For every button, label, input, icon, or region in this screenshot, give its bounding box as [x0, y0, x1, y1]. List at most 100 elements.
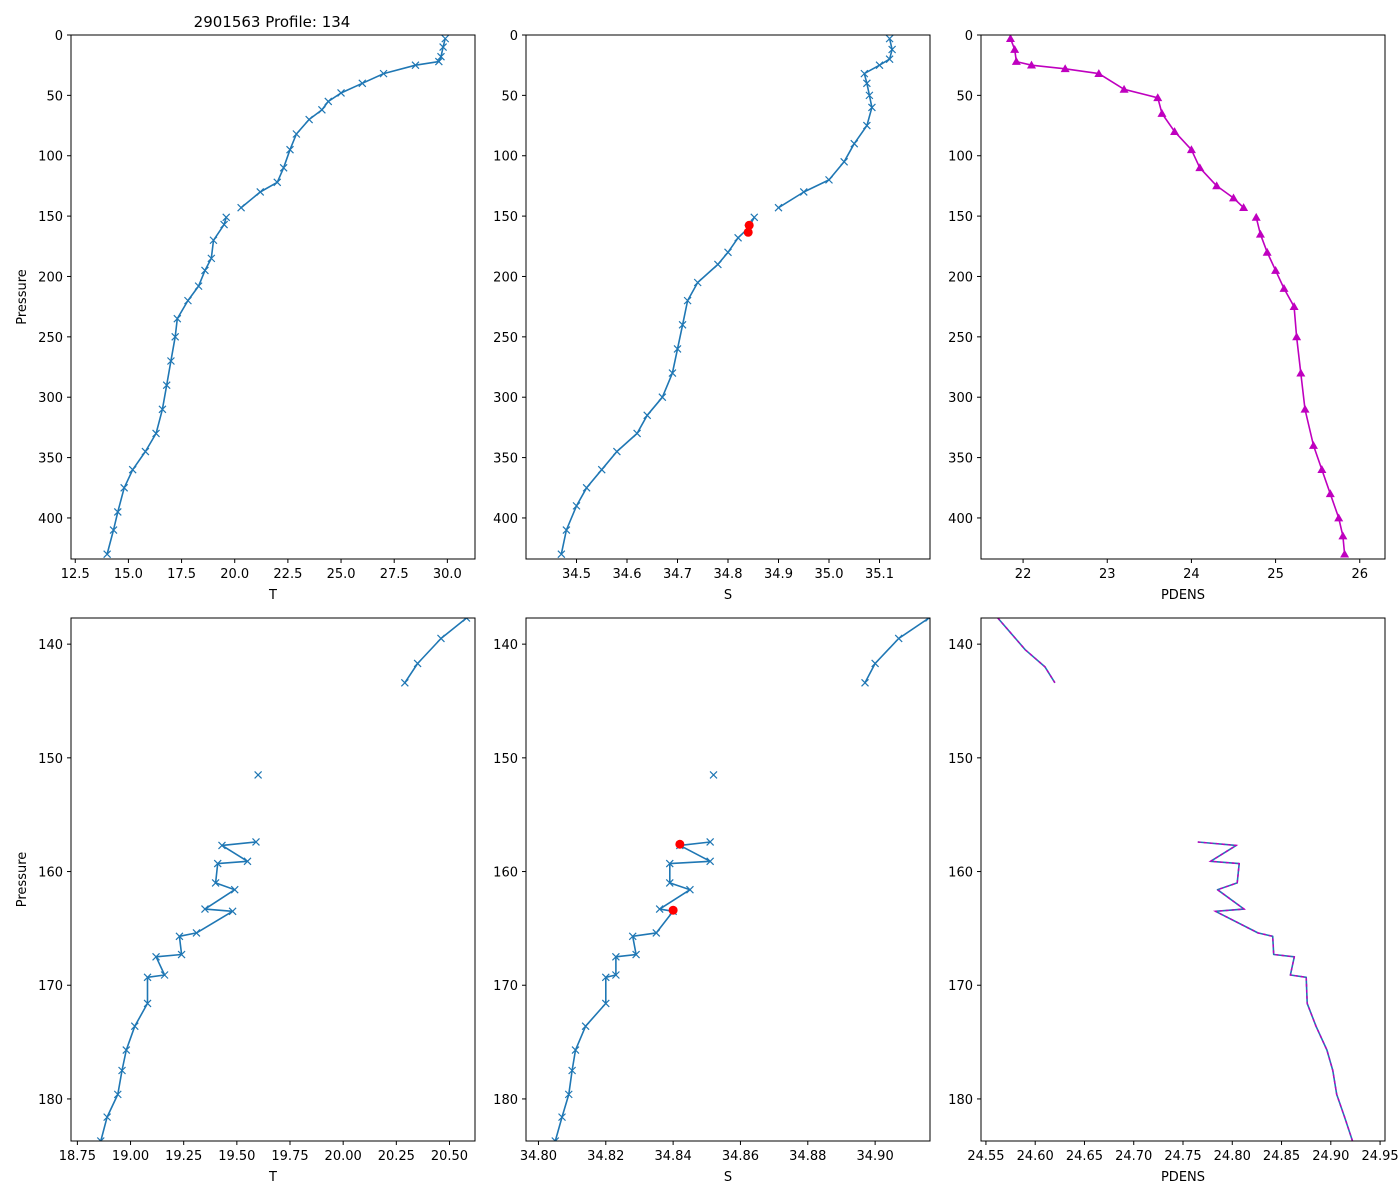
- data-point-x-marker: [413, 659, 422, 668]
- y-tick-label: 350: [493, 452, 518, 467]
- x-tick-label: 19.25: [165, 1149, 202, 1164]
- x-axis-label: S: [724, 1170, 732, 1185]
- data-point-x-marker: [252, 838, 260, 846]
- data-point-x-marker: [379, 69, 388, 78]
- series-pdens-upper: [1005, 35, 1249, 212]
- series-s-lower: [557, 213, 759, 559]
- data-point-x-marker: [400, 678, 409, 687]
- x-tick-label: 34.8: [714, 567, 743, 582]
- data-point-x-marker: [564, 1090, 573, 1099]
- x-tick-label: 27.5: [380, 567, 409, 582]
- series-overlay-line: [1197, 841, 1354, 1141]
- x-tick-label: 20.00: [325, 1149, 362, 1164]
- y-tick-label: 150: [38, 752, 63, 767]
- axes-frame: [70, 34, 476, 560]
- data-point-triangle-marker: [1296, 368, 1306, 377]
- panel-top-S: 34.5 34.6 34.7 34.8 34.9 35.0 35.1 0 50 100 150 200…: [493, 29, 931, 603]
- series-overlay-line: [997, 618, 1056, 684]
- data-point-triangle-marker: [1317, 465, 1327, 474]
- data-point-x-marker: [734, 233, 743, 242]
- y-tick-label: 400: [948, 512, 973, 527]
- series-s-lower: [551, 838, 715, 1141]
- x-tick-label: 24.60: [1017, 1149, 1054, 1164]
- y-tick-label: 250: [493, 331, 518, 346]
- plot-area: [103, 35, 450, 559]
- data-point-x-marker: [611, 971, 620, 979]
- data-point-triangle-marker: [1271, 265, 1281, 274]
- x-tick-label: 24.85: [1263, 1149, 1300, 1164]
- data-point-x-marker: [571, 1046, 580, 1054]
- y-tick-label: 150: [38, 210, 63, 225]
- series-t-isolated: [254, 770, 263, 779]
- series-t-lower: [96, 838, 260, 1141]
- data-point-x-marker: [862, 121, 871, 130]
- data-point-x-marker: [706, 857, 715, 866]
- y-tick-label: 200: [38, 270, 63, 285]
- data-point-x-marker: [665, 859, 674, 868]
- data-point-x-marker: [230, 885, 239, 894]
- x-tick-label: 20.50: [431, 1149, 468, 1164]
- data-point-x-marker: [286, 145, 294, 154]
- data-point-triangle-marker: [1195, 163, 1205, 172]
- data-point-x-marker: [237, 203, 246, 212]
- x-tick-label: 24.80: [1214, 1149, 1251, 1164]
- axes-frame: [980, 34, 1386, 560]
- x-axis-label: PDENS: [1161, 1170, 1205, 1185]
- data-point-x-marker: [862, 79, 871, 88]
- y-tick-label: 350: [948, 452, 973, 467]
- data-point-x-marker: [109, 526, 118, 534]
- data-point-x-marker: [437, 634, 445, 643]
- y-tick-label: 0: [55, 29, 63, 44]
- data-point-x-marker: [143, 999, 152, 1008]
- flagged-point: [668, 905, 678, 915]
- x-tick-label: 22: [1015, 567, 1032, 582]
- x-tick-label: 34.82: [587, 1149, 624, 1164]
- data-point-triangle-marker: [1027, 60, 1036, 69]
- x-tick-label: 34.80: [520, 1149, 557, 1164]
- data-point-x-marker: [122, 1046, 131, 1054]
- data-point-x-marker: [683, 296, 692, 305]
- x-tick-label: 35.1: [865, 567, 894, 582]
- data-point-x-marker: [652, 929, 661, 937]
- x-tick-label: 26: [1351, 567, 1368, 582]
- data-point-x-marker: [96, 1137, 105, 1141]
- data-point-x-marker: [167, 357, 175, 365]
- data-point-x-marker: [184, 296, 192, 305]
- data-point-x-marker: [562, 526, 571, 534]
- data-point-triangle-marker: [1262, 247, 1272, 256]
- y-tick-label: 140: [38, 638, 63, 653]
- y-tick-label: 150: [493, 752, 518, 767]
- y-tick-label: 300: [948, 391, 973, 406]
- data-point-x-marker: [868, 103, 876, 112]
- series-line: [404, 618, 468, 684]
- series-s-upper: [861, 618, 930, 687]
- series-t-upper: [237, 35, 450, 212]
- data-point-triangle-marker: [1229, 193, 1238, 202]
- data-point-triangle-marker: [1186, 145, 1196, 154]
- x-axis-label: T: [268, 1170, 277, 1185]
- y-tick-label: 150: [493, 210, 518, 225]
- data-point-triangle-marker: [1334, 513, 1344, 522]
- x-tick-label: 24: [1183, 567, 1200, 582]
- data-point-x-marker: [875, 61, 884, 70]
- x-tick-label: 25.0: [327, 567, 356, 582]
- data-point-x-marker: [243, 857, 252, 866]
- series-pdens-upper: [997, 618, 1056, 684]
- data-point-x-marker: [709, 770, 718, 779]
- data-point-x-marker: [324, 97, 333, 106]
- data-point-x-marker: [143, 973, 152, 982]
- x-tick-label: 24.75: [1164, 1149, 1201, 1164]
- x-tick-label: 12.5: [61, 567, 90, 582]
- data-point-triangle-marker: [1005, 35, 1015, 42]
- data-point-x-marker: [441, 35, 450, 43]
- data-point-triangle-marker: [1308, 441, 1318, 449]
- data-point-x-marker: [228, 907, 237, 916]
- x-tick-label: 34.84: [655, 1149, 692, 1164]
- x-tick-label: 20.25: [378, 1149, 415, 1164]
- x-tick-label: 34.9: [764, 567, 793, 582]
- data-point-x-marker: [141, 447, 150, 456]
- data-point-x-marker: [860, 69, 869, 78]
- data-point-x-marker: [861, 678, 869, 687]
- data-point-x-marker: [411, 61, 420, 70]
